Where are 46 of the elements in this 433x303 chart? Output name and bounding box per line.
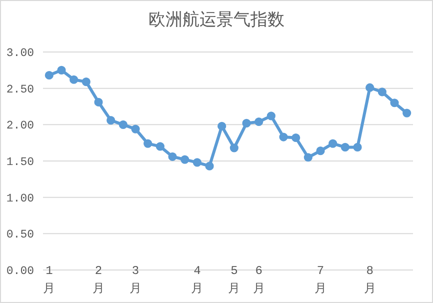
point — [254, 117, 264, 126]
point — [144, 139, 152, 148]
y-tick-label: 0.50 — [6, 228, 34, 242]
point — [70, 75, 78, 84]
point — [82, 77, 90, 86]
y-tick-label: 2.00 — [6, 120, 34, 133]
point — [131, 124, 140, 134]
y-tick-label: 3.00 — [6, 47, 34, 60]
point — [168, 152, 177, 161]
point — [328, 139, 338, 148]
x-tick-label: 8月 — [364, 264, 376, 295]
point — [353, 142, 362, 152]
point — [218, 122, 226, 130]
point — [192, 158, 202, 167]
point — [366, 83, 374, 92]
x-tick-label: 2月 — [92, 264, 104, 295]
point — [118, 120, 128, 129]
point — [390, 98, 399, 108]
x-tick-label: 1月 — [43, 264, 56, 295]
point — [402, 108, 412, 118]
point — [205, 162, 214, 170]
point — [156, 142, 164, 151]
x-tick-label: 5月 — [228, 264, 240, 295]
y-tick-label: 1.00 — [6, 192, 34, 206]
point — [316, 146, 325, 156]
point — [292, 133, 300, 142]
x-tick-label: 6月 — [252, 264, 265, 295]
point — [94, 98, 103, 106]
x-tick-label: 7月 — [314, 264, 326, 295]
point — [180, 155, 190, 164]
chart-title: 欧洲航运景气指数 — [148, 10, 284, 30]
y-tick-label: 0.00 — [6, 265, 34, 278]
point — [340, 142, 350, 152]
point — [304, 153, 312, 162]
y-tick-label: 2.50 — [6, 83, 34, 96]
y-tick-label: 1.50 — [6, 156, 34, 169]
x-tick-label: 3月 — [130, 264, 142, 295]
point — [279, 132, 288, 142]
point — [230, 144, 238, 152]
point — [242, 118, 251, 128]
point — [378, 88, 386, 96]
point — [106, 116, 116, 125]
point — [44, 70, 54, 80]
point — [57, 66, 66, 74]
point — [266, 112, 276, 120]
x-tick-label: 4月 — [191, 264, 204, 295]
